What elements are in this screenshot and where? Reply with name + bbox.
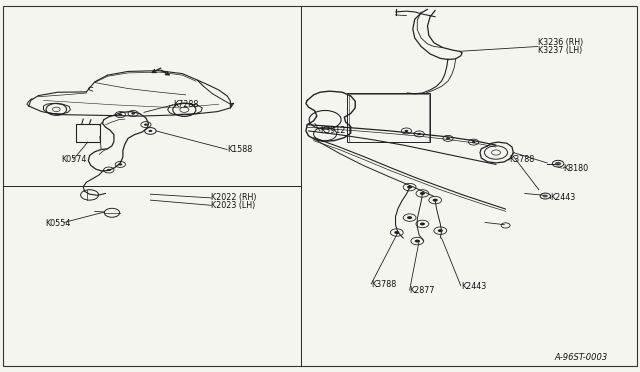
Text: K2022 (RH): K2022 (RH)	[211, 193, 257, 202]
Circle shape	[420, 192, 425, 195]
Circle shape	[446, 137, 450, 140]
Circle shape	[107, 169, 111, 171]
Circle shape	[404, 130, 408, 132]
Bar	[76, 124, 100, 142]
Text: K3236 (RH): K3236 (RH)	[538, 38, 583, 47]
Text: K0574: K0574	[61, 155, 86, 164]
Text: K2023 (LH): K2023 (LH)	[211, 201, 255, 210]
Text: K3237 (LH): K3237 (LH)	[538, 46, 582, 55]
Text: K0554: K0554	[45, 219, 70, 228]
Text: K2877: K2877	[410, 286, 435, 295]
Circle shape	[420, 222, 425, 225]
Circle shape	[394, 231, 399, 234]
Bar	[347, 93, 430, 142]
Circle shape	[144, 124, 148, 126]
Text: K2443: K2443	[550, 193, 575, 202]
Text: K2443: K2443	[461, 282, 486, 291]
Circle shape	[118, 163, 122, 166]
Circle shape	[415, 240, 420, 243]
Text: K1588: K1588	[227, 145, 252, 154]
Text: K3788: K3788	[509, 155, 534, 164]
Circle shape	[472, 141, 476, 143]
Circle shape	[118, 113, 122, 116]
Circle shape	[407, 216, 412, 219]
Circle shape	[417, 133, 421, 135]
Circle shape	[543, 195, 548, 198]
Text: K3912: K3912	[320, 126, 346, 135]
Text: A-96ST-0003: A-96ST-0003	[555, 353, 608, 362]
Text: K7288: K7288	[173, 100, 198, 109]
Circle shape	[555, 162, 561, 166]
Circle shape	[407, 186, 412, 189]
Circle shape	[433, 199, 438, 202]
Circle shape	[438, 229, 443, 232]
Text: K3788: K3788	[371, 280, 396, 289]
Text: K8180: K8180	[563, 164, 588, 173]
Circle shape	[148, 130, 152, 132]
Circle shape	[131, 112, 135, 115]
